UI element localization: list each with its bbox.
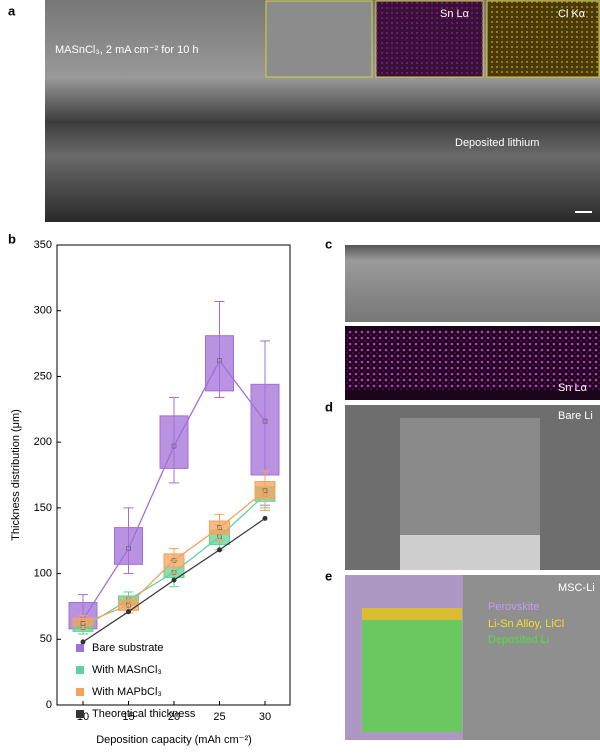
- caption: MSC-Li: [558, 582, 595, 594]
- box: [72, 617, 94, 627]
- y-tick-label: 0: [46, 699, 52, 711]
- panel-label: e: [325, 568, 332, 583]
- inset-sn-dots: [376, 1, 483, 77]
- legend-swatch: [76, 688, 84, 696]
- box: [114, 527, 143, 565]
- lithium-region: [362, 620, 462, 732]
- legend-swatch: [76, 644, 84, 652]
- caption: MASnCl₃, 2 mA cm⁻² for 10 h: [55, 44, 199, 56]
- caption: Bare Li: [558, 410, 593, 422]
- panel-label: c: [325, 236, 332, 251]
- y-tick-label: 350: [34, 239, 52, 251]
- mean-marker: [262, 418, 268, 424]
- mean-marker: [171, 443, 177, 449]
- inset-sem: [265, 0, 373, 78]
- y-tick-label: 150: [34, 502, 52, 514]
- legend-label: With MASnCl₃: [92, 664, 162, 676]
- x-tick-label: 30: [259, 711, 271, 723]
- trench-wall: [400, 418, 540, 543]
- legend-swatch: [76, 666, 84, 674]
- y-axis-label: Thickness distribution (μm): [10, 409, 22, 541]
- y-tick-label: 200: [34, 436, 52, 448]
- x-axis-label: Deposition capacity (mAh cm⁻²): [96, 734, 252, 746]
- layer-label: Deposited lithium: [455, 137, 539, 149]
- mean-marker: [217, 525, 222, 530]
- y-tick-label: 250: [34, 370, 52, 382]
- box: [159, 415, 189, 469]
- mean-marker: [217, 358, 222, 363]
- panel-label: a: [8, 3, 16, 18]
- panel-label: d: [325, 399, 333, 414]
- mean-line: [82, 359, 266, 620]
- trench-floor: [400, 535, 540, 570]
- mean-marker: [171, 558, 177, 563]
- legend-label: With MAPbCl₃: [92, 686, 162, 698]
- x-tick-label: 25: [213, 711, 225, 723]
- mean-line: [82, 490, 266, 625]
- map-label: Sn Lα: [558, 382, 588, 394]
- box: [205, 335, 234, 392]
- mean-marker: [80, 621, 86, 626]
- y-tick-label: 50: [40, 633, 52, 645]
- legend-label: Bare substrate: [92, 642, 164, 654]
- theory-point: [262, 515, 268, 521]
- layer-label: Li-Sn Alloy, LiCl: [488, 618, 564, 630]
- theory-point: [171, 577, 177, 583]
- legend-label: Theoretical thickness: [92, 708, 196, 720]
- eds-dots: [345, 330, 600, 390]
- mean-marker: [262, 488, 268, 494]
- theory-point: [126, 609, 131, 615]
- layer-label: Perovskite: [488, 601, 539, 613]
- y-tick-label: 100: [34, 567, 52, 579]
- x-tick-label: 20: [168, 711, 180, 723]
- mean-marker: [126, 546, 131, 551]
- mean-marker: [126, 602, 131, 608]
- alloy-region: [362, 608, 462, 620]
- sem-image: [345, 245, 600, 322]
- legend-swatch: [76, 710, 84, 718]
- inset-label: Cl Kα: [558, 8, 586, 20]
- box: [250, 383, 280, 476]
- inset-cl-dots: [487, 1, 599, 77]
- inset-label: Sn Lα: [440, 8, 470, 20]
- layer-label: Deposited Li: [488, 634, 549, 646]
- theory-point: [80, 639, 86, 645]
- y-tick-label: 300: [34, 305, 52, 317]
- theory-point: [217, 547, 222, 553]
- panel-label: b: [8, 231, 16, 246]
- x-tick-label: 15: [122, 711, 134, 723]
